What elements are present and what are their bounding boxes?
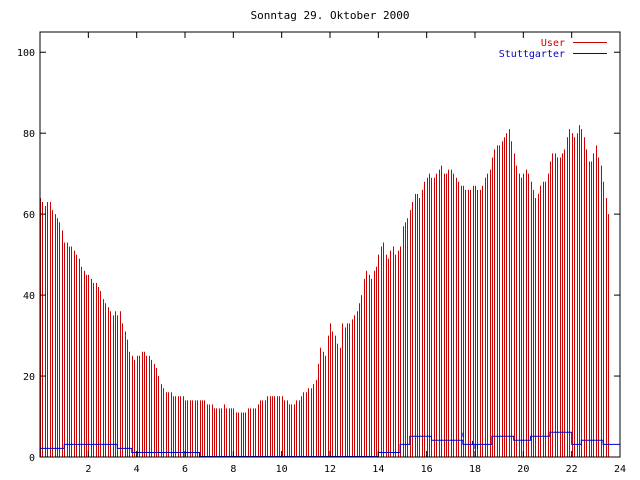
x-tick-label: 22 xyxy=(566,464,578,475)
legend-label-stuttgarter: Stuttgarter xyxy=(499,49,565,60)
legend-label-user: User xyxy=(541,38,565,49)
x-tick-label: 24 xyxy=(614,464,626,475)
x-tick-label: 18 xyxy=(469,464,481,475)
y-tick-label: 80 xyxy=(23,129,35,140)
stuttgarter-line xyxy=(40,431,620,457)
x-tick-label: 12 xyxy=(324,464,336,475)
x-axis: 2 4 6 8 10 12 14 16 18 20 22 24 xyxy=(85,32,626,475)
chart-title: Sonntag 29. Oktober 2000 xyxy=(251,9,410,22)
x-tick-label: 16 xyxy=(421,464,433,475)
y-tick-label: 20 xyxy=(23,372,35,383)
x-tick-label: 8 xyxy=(230,464,236,475)
y-tick-label: 100 xyxy=(17,48,35,59)
y-tick-label: 40 xyxy=(23,291,35,302)
x-tick-label: 6 xyxy=(182,464,188,475)
y-tick-label: 0 xyxy=(29,453,35,464)
x-tick-label: 2 xyxy=(85,464,91,475)
x-tick-label: 20 xyxy=(517,464,529,475)
stuttgarter-series xyxy=(40,431,620,457)
x-tick-label: 10 xyxy=(276,464,288,475)
legend: User Stuttgarter xyxy=(499,38,607,60)
y-tick-label: 60 xyxy=(23,210,35,221)
x-tick-label: 4 xyxy=(134,464,140,475)
user-series xyxy=(40,125,609,457)
y-axis: 0 20 40 60 80 100 xyxy=(17,48,620,464)
x-tick-label: 14 xyxy=(372,464,384,475)
